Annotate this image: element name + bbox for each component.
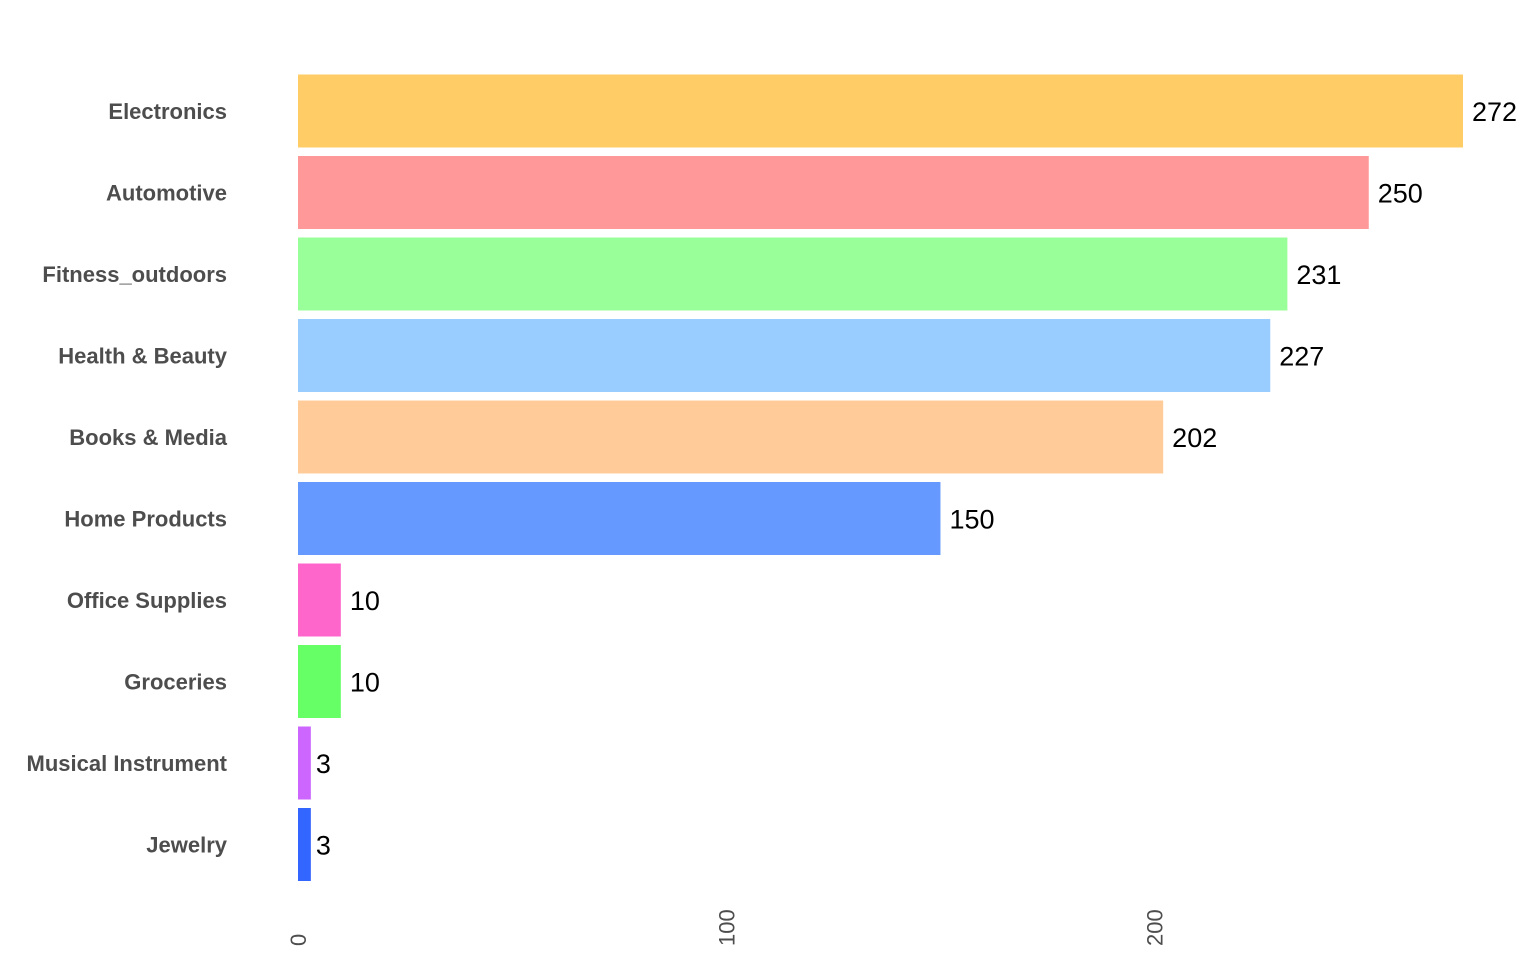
bar-group: Office Supplies 10 <box>67 563 380 637</box>
category-label: Jewelry <box>146 833 227 858</box>
bar <box>298 319 1271 392</box>
bar <box>298 563 341 637</box>
category-label: Electronics <box>108 99 227 124</box>
category-label: Office Supplies <box>67 588 227 613</box>
bar <box>298 156 1369 229</box>
category-label: Automotive <box>106 181 227 206</box>
bar-group: Books & Media 202 <box>69 400 1217 474</box>
bar <box>298 482 941 555</box>
category-label: Groceries <box>124 670 227 695</box>
bar-group: Health & Beauty 227 <box>58 319 1324 392</box>
x-tick-label: 100 <box>714 909 739 946</box>
value-label: 227 <box>1279 342 1324 372</box>
category-label: Fitness_outdoors <box>42 262 227 287</box>
bar-group: Electronics 272 <box>108 74 1517 148</box>
category-label: Books & Media <box>69 425 227 450</box>
x-tick-label: 200 <box>1143 909 1168 946</box>
bar <box>298 74 1463 148</box>
category-label: Musical Instrument <box>27 751 228 776</box>
value-label: 150 <box>949 505 994 535</box>
value-label: 202 <box>1172 423 1217 453</box>
bar-group: Jewelry 3 <box>146 808 331 881</box>
value-label: 231 <box>1296 260 1341 290</box>
bar <box>298 400 1164 474</box>
value-label: 3 <box>316 749 331 779</box>
category-label: Home Products <box>64 507 227 532</box>
value-label: 10 <box>350 668 380 698</box>
x-tick-label: 0 <box>286 934 311 946</box>
value-label: 272 <box>1472 97 1517 127</box>
bar <box>298 645 341 718</box>
value-label: 250 <box>1378 179 1423 209</box>
bar <box>298 726 311 800</box>
value-label: 3 <box>316 831 331 861</box>
bar-group: Automotive 250 <box>106 156 1423 229</box>
category-label: Health & Beauty <box>58 344 227 369</box>
bar <box>298 237 1288 311</box>
bar-group: Home Products 150 <box>64 482 995 555</box>
bar-group: Fitness_outdoors 231 <box>42 237 1341 311</box>
value-label: 10 <box>350 586 380 616</box>
bar-group: Musical Instrument 3 <box>27 726 331 800</box>
bar-group: Groceries 10 <box>124 645 380 718</box>
bar <box>298 808 311 881</box>
